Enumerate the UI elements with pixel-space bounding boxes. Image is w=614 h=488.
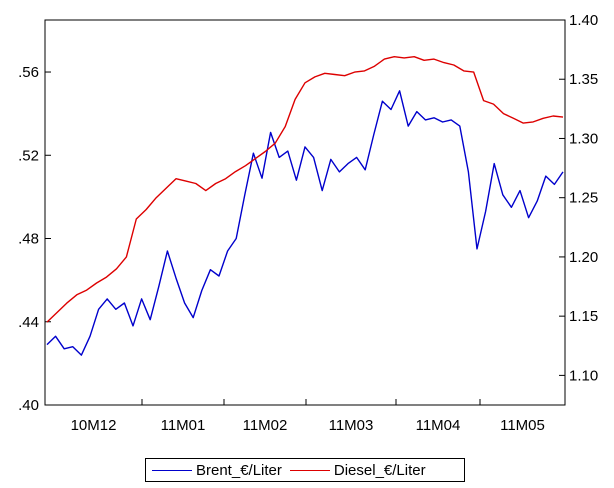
left-tick-label: .48 xyxy=(18,231,39,248)
series-line-brent xyxy=(46,90,564,356)
series-line-diesel xyxy=(46,56,564,323)
right-tick-label: 1.25 xyxy=(569,190,598,207)
x-tick-label: 11M05 xyxy=(500,417,545,434)
right-tick-label: 1.40 xyxy=(569,12,598,29)
legend-swatch-diesel xyxy=(289,469,330,471)
legend-item-diesel: Diesel_€/Liter xyxy=(289,461,426,479)
left-tick-label: .40 xyxy=(18,397,39,414)
x-tick-label: 10M12 xyxy=(71,417,117,434)
right-tick-label: 1.15 xyxy=(569,308,598,325)
x-tick-label: 11M04 xyxy=(416,417,461,434)
right-tick-label: 1.10 xyxy=(569,367,598,384)
x-tick-label: 11M03 xyxy=(329,417,374,434)
left-axis: .40 .44 .48 .52 .56 xyxy=(18,64,51,414)
right-tick-label: 1.30 xyxy=(569,130,598,147)
right-axis: 1.10 1.15 1.20 1.25 1.30 1.35 1.40 xyxy=(559,12,598,384)
x-tick-label: 11M02 xyxy=(243,417,288,434)
x-tick-label: 11M01 xyxy=(161,417,206,434)
right-tick-label: 1.20 xyxy=(569,249,598,266)
left-tick-label: .56 xyxy=(18,64,39,81)
legend: Brent_€/Liter Diesel_€/Liter xyxy=(145,458,465,482)
left-tick-label: .44 xyxy=(18,314,39,331)
legend-label-brent: Brent_€/Liter xyxy=(196,461,282,479)
left-tick-label: .52 xyxy=(18,147,39,164)
legend-swatch-brent xyxy=(152,469,192,471)
plot-frame xyxy=(44,19,566,406)
legend-label-diesel: Diesel_€/Liter xyxy=(333,461,426,479)
right-tick-label: 1.35 xyxy=(569,71,598,88)
series-layer xyxy=(46,56,564,356)
legend-item-brent: Brent_€/Liter xyxy=(152,462,282,479)
x-axis: 10M12 11M01 11M02 11M03 11M04 11M05 xyxy=(71,399,545,434)
